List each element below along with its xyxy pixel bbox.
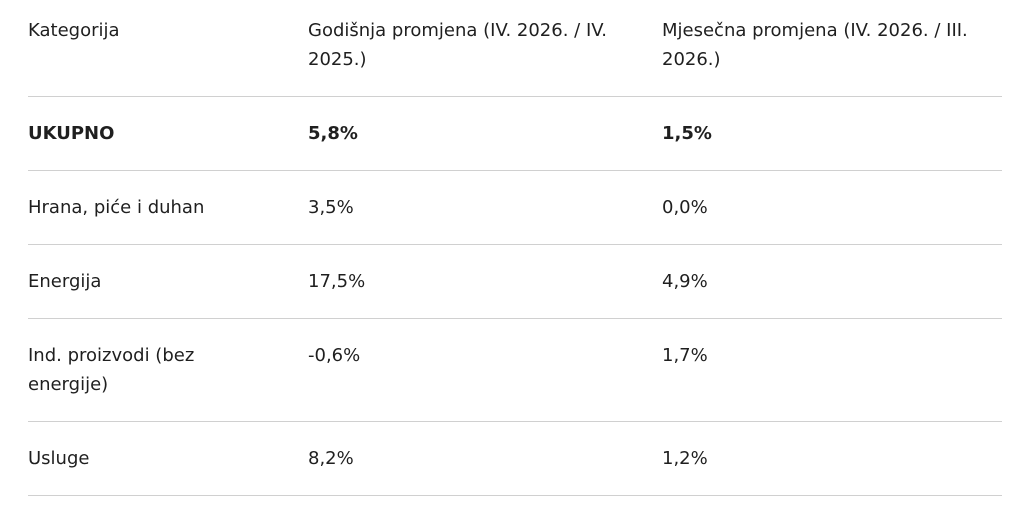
table-cell: 1,5% (662, 96, 1002, 171)
table-cell: 0,0% (662, 170, 1002, 245)
table-cell: UKUPNO (28, 96, 308, 171)
table-cell: Ind. proizvodi (bez energije) (28, 318, 308, 422)
column-header: Kategorija (28, 0, 308, 97)
table-cell: Usluge (28, 421, 308, 496)
table-row: UKUPNO 5,8% 1,5% (28, 96, 1002, 171)
table-cell: 1,2% (662, 421, 1002, 496)
table-cell: Energija (28, 244, 308, 319)
table-cell: 5,8% (308, 96, 662, 171)
header-row: Kategorija Godišnja promjena (IV. 2026. /… (28, 0, 1002, 97)
table-row: Usluge 8,2% 1,2% (28, 421, 1002, 496)
table-cell: Hrana, piće i duhan (28, 170, 308, 245)
column-header: Mjesečna promjena (IV. 2026. / III. 2026… (662, 0, 1002, 97)
data-table: Kategorija Godišnja promjena (IV. 2026. /… (28, 0, 1002, 496)
table-body: UKUPNO 5,8% 1,5% Hrana, piće i duhan 3,5% 0,0… (28, 96, 1002, 496)
table-cell: 8,2% (308, 421, 662, 496)
table-row: Energija 17,5% 4,9% (28, 244, 1002, 319)
table-cell: 17,5% (308, 244, 662, 319)
column-header: Godišnja promjena (IV. 2026. / IV. 2025.… (308, 0, 662, 97)
table-cell: 3,5% (308, 170, 662, 245)
table-cell: 1,7% (662, 318, 1002, 422)
table-cell: 4,9% (662, 244, 1002, 319)
table-row: Hrana, piće i duhan 3,5% 0,0% (28, 170, 1002, 245)
table-row: Ind. proizvodi (bez energije) -0,6% 1,7% (28, 318, 1002, 422)
table-cell: -0,6% (308, 318, 662, 422)
